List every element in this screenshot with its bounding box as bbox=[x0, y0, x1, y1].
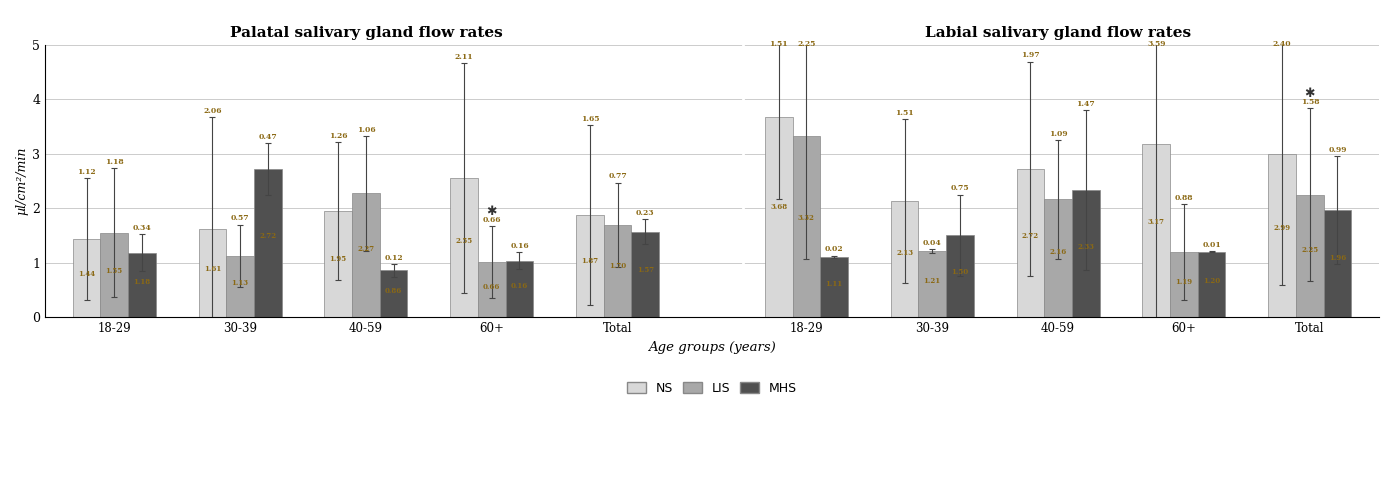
Text: 3.32: 3.32 bbox=[797, 214, 815, 222]
Bar bbox=[1143, 144, 1170, 318]
Text: 3.59: 3.59 bbox=[1147, 41, 1165, 48]
Text: 1.09: 1.09 bbox=[1048, 130, 1068, 138]
Text: 1.51: 1.51 bbox=[895, 108, 914, 117]
Text: 0.02: 0.02 bbox=[825, 245, 843, 254]
Text: 1.50: 1.50 bbox=[951, 268, 969, 276]
Bar bbox=[820, 257, 848, 318]
Bar bbox=[450, 178, 478, 318]
Bar bbox=[128, 253, 156, 318]
Text: 0.16: 0.16 bbox=[510, 282, 528, 290]
Text: 3.17: 3.17 bbox=[1147, 218, 1165, 226]
Text: 0.04: 0.04 bbox=[923, 239, 941, 247]
Y-axis label: µl/cm²/min: µl/cm²/min bbox=[15, 147, 28, 215]
Bar bbox=[1170, 252, 1197, 318]
Text: 2.40: 2.40 bbox=[1273, 41, 1291, 48]
Text: 1.47: 1.47 bbox=[1076, 100, 1096, 108]
Bar bbox=[1269, 154, 1296, 318]
Text: 0.77: 0.77 bbox=[608, 172, 627, 181]
Text: 1.13: 1.13 bbox=[231, 279, 248, 287]
Text: 1.18: 1.18 bbox=[105, 158, 124, 166]
Text: 1.57: 1.57 bbox=[637, 266, 654, 274]
Bar bbox=[919, 251, 947, 318]
Bar bbox=[947, 236, 974, 318]
Bar bbox=[1016, 169, 1044, 318]
Text: 1.87: 1.87 bbox=[581, 257, 598, 265]
Text: 2.55: 2.55 bbox=[456, 237, 473, 245]
Text: 2.33: 2.33 bbox=[1078, 243, 1094, 251]
Text: 1.65: 1.65 bbox=[581, 115, 599, 123]
Text: 0.86: 0.86 bbox=[385, 287, 403, 295]
Text: 0.88: 0.88 bbox=[1175, 194, 1193, 202]
Bar bbox=[631, 232, 659, 318]
Text: 0.01: 0.01 bbox=[1202, 241, 1221, 249]
Bar bbox=[793, 136, 820, 318]
Bar bbox=[1324, 211, 1351, 318]
Text: 1.44: 1.44 bbox=[78, 270, 95, 278]
Text: 0.57: 0.57 bbox=[231, 214, 250, 222]
Bar bbox=[325, 211, 353, 318]
Bar bbox=[72, 239, 100, 318]
Text: 1.61: 1.61 bbox=[204, 265, 222, 273]
Bar bbox=[478, 262, 506, 318]
Bar bbox=[1296, 195, 1324, 318]
Bar bbox=[1197, 252, 1225, 318]
Text: 1.97: 1.97 bbox=[1020, 51, 1040, 60]
Text: 0.75: 0.75 bbox=[951, 184, 969, 193]
Text: 2.99: 2.99 bbox=[1274, 224, 1291, 232]
Text: 1.21: 1.21 bbox=[924, 277, 941, 285]
Text: 1.11: 1.11 bbox=[825, 280, 842, 288]
Text: 1.55: 1.55 bbox=[106, 267, 123, 275]
Text: 0.47: 0.47 bbox=[258, 133, 277, 141]
Text: 2.72: 2.72 bbox=[259, 232, 276, 240]
Text: 1.51: 1.51 bbox=[769, 41, 788, 48]
Text: 2.11: 2.11 bbox=[454, 53, 474, 61]
Bar bbox=[604, 225, 631, 318]
Bar bbox=[254, 169, 282, 318]
Text: 2.13: 2.13 bbox=[896, 249, 913, 257]
Text: 1.26: 1.26 bbox=[329, 132, 347, 140]
Text: ✱: ✱ bbox=[487, 205, 498, 218]
Text: 0.23: 0.23 bbox=[636, 209, 655, 217]
Text: Palatal salivary gland flow rates: Palatal salivary gland flow rates bbox=[230, 26, 502, 40]
Text: 1.19: 1.19 bbox=[1175, 278, 1192, 286]
Text: 2.06: 2.06 bbox=[204, 107, 222, 115]
Text: 0.16: 0.16 bbox=[510, 242, 528, 250]
Text: 2.16: 2.16 bbox=[1050, 248, 1066, 257]
Bar bbox=[198, 229, 226, 318]
Bar bbox=[100, 233, 128, 318]
Text: ✱: ✱ bbox=[1305, 87, 1315, 100]
Text: 1.06: 1.06 bbox=[357, 125, 375, 134]
Text: 3.68: 3.68 bbox=[769, 203, 788, 211]
Text: 0.99: 0.99 bbox=[1328, 146, 1347, 154]
Bar bbox=[1072, 190, 1100, 318]
Text: 2.25: 2.25 bbox=[797, 41, 815, 48]
Text: 2.27: 2.27 bbox=[357, 245, 375, 253]
Bar bbox=[1044, 199, 1072, 318]
Bar bbox=[576, 215, 604, 318]
Text: 0.66: 0.66 bbox=[482, 216, 500, 224]
Text: 1.96: 1.96 bbox=[1328, 255, 1347, 262]
Text: 1.95: 1.95 bbox=[330, 255, 347, 263]
Text: Labial salivary gland flow rates: Labial salivary gland flow rates bbox=[926, 26, 1190, 40]
X-axis label: Age groups (years): Age groups (years) bbox=[648, 341, 776, 354]
Bar bbox=[353, 194, 379, 318]
Bar bbox=[891, 201, 919, 318]
Text: 0.66: 0.66 bbox=[484, 283, 500, 291]
Text: 1.18: 1.18 bbox=[134, 278, 151, 286]
Text: 1.12: 1.12 bbox=[77, 167, 96, 176]
Text: 1.58: 1.58 bbox=[1301, 98, 1319, 106]
Text: 1.70: 1.70 bbox=[609, 262, 626, 270]
Text: 0.12: 0.12 bbox=[385, 254, 403, 262]
Bar bbox=[765, 117, 793, 318]
Text: 2.25: 2.25 bbox=[1301, 246, 1319, 254]
Text: 1.20: 1.20 bbox=[1203, 277, 1220, 285]
Bar bbox=[379, 271, 407, 318]
Text: 0.34: 0.34 bbox=[132, 224, 152, 232]
Text: 2.72: 2.72 bbox=[1022, 232, 1039, 240]
Bar bbox=[506, 260, 534, 318]
Legend: NS, LIS, MHS: NS, LIS, MHS bbox=[623, 378, 802, 398]
Bar bbox=[226, 256, 254, 318]
